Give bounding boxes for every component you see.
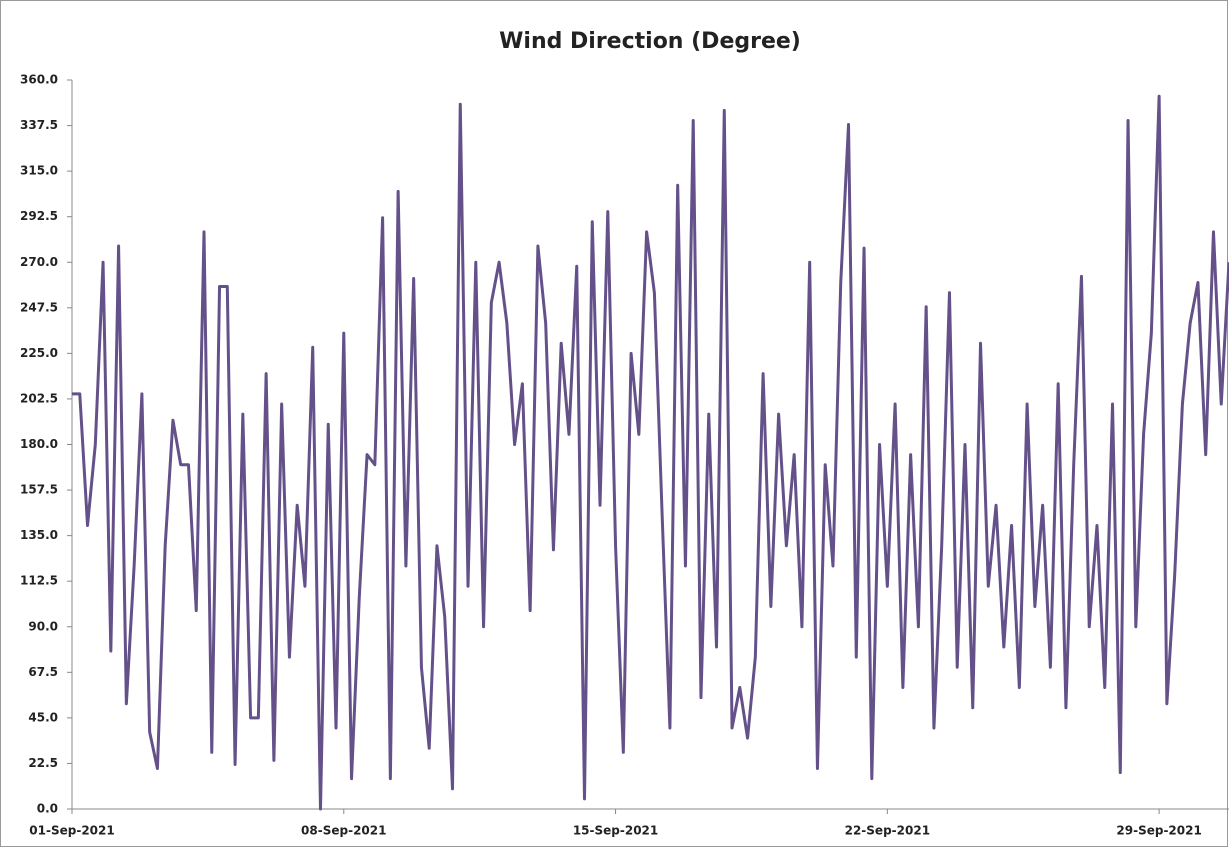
y-tick-label: 180.0 [20, 437, 58, 451]
y-tick-label: 22.5 [28, 756, 58, 770]
y-tick-label: 67.5 [28, 665, 58, 679]
x-tick-label: 15-Sep-2021 [573, 824, 658, 838]
data-line [72, 94, 1229, 811]
x-tick-label: 29-Sep-2021 [1116, 824, 1201, 838]
y-tick-label: 135.0 [20, 528, 58, 542]
y-tick-label: 90.0 [28, 619, 58, 633]
x-tick-label: 01-Sep-2021 [29, 824, 114, 838]
y-tick-label: 45.0 [28, 710, 58, 724]
y-tick-label: 270.0 [20, 255, 58, 269]
y-tick-label: 225.0 [20, 346, 58, 360]
y-tick-label: 247.5 [20, 300, 58, 314]
y-tick-label: 112.5 [20, 574, 58, 588]
y-tick-label: 360.0 [20, 73, 58, 87]
y-tick-label: 157.5 [20, 483, 58, 497]
x-tick-label: 08-Sep-2021 [301, 824, 386, 838]
y-tick-label: 337.5 [20, 118, 58, 132]
y-tick-label: 315.0 [20, 164, 58, 178]
y-tick-label: 0.0 [37, 802, 58, 816]
chart-title: Wind Direction (Degree) [499, 29, 801, 54]
y-tick-label: 202.5 [20, 391, 58, 405]
y-tick-label: 292.5 [20, 209, 58, 223]
x-tick-label: 22-Sep-2021 [845, 824, 930, 838]
